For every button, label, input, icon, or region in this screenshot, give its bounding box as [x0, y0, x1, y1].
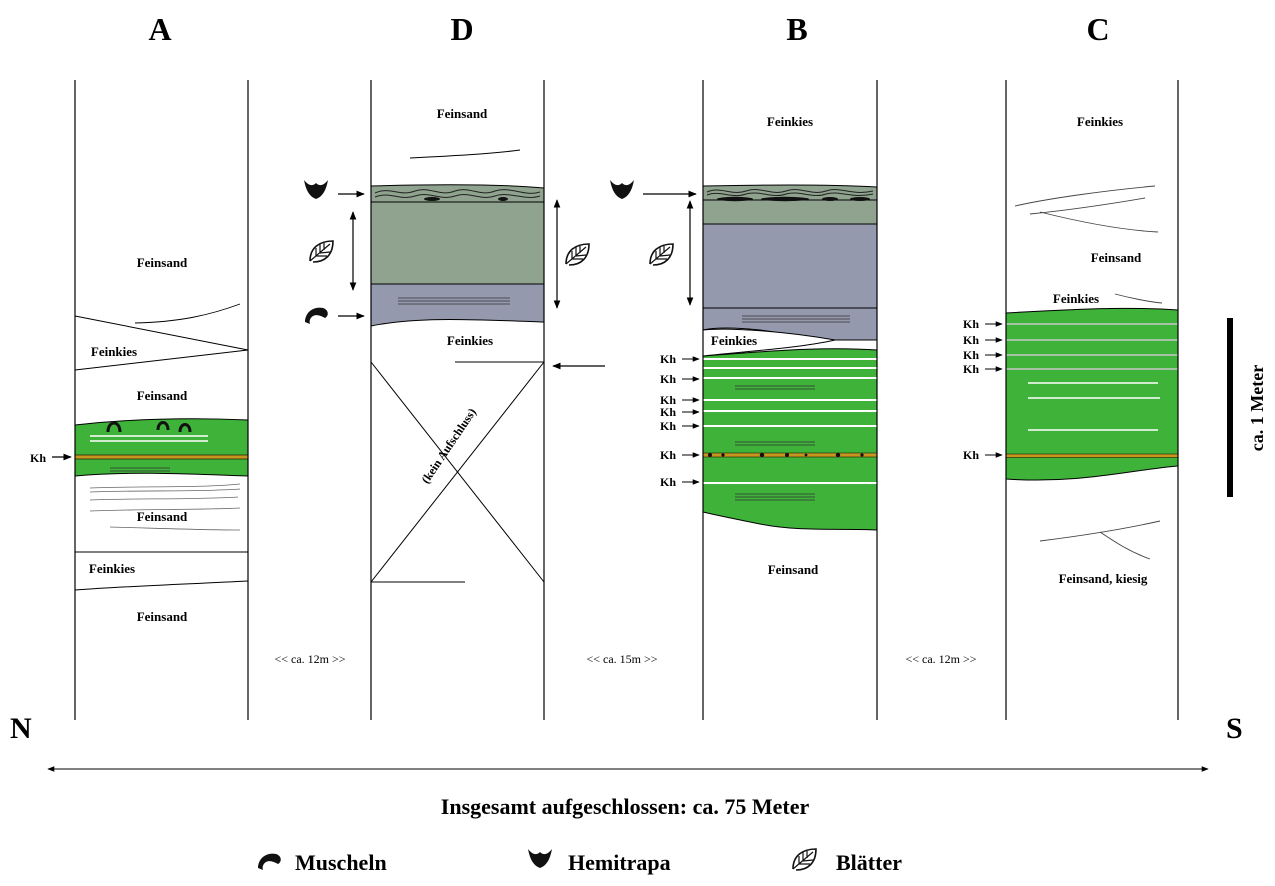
- column-b-kh-markers: Kh Kh Kh Kh Kh Kh Kh: [660, 352, 700, 489]
- svg-text:Kh: Kh: [963, 317, 979, 331]
- column-d-leaf-icon: [309, 240, 334, 263]
- column-d-gap-label: (kein Aufschluss): [418, 405, 479, 486]
- column-d-label-2: Feinkies: [447, 333, 493, 348]
- column-d-wavy-top: [370, 184, 545, 203]
- column-b-letter: B: [786, 11, 807, 47]
- column-a-lignite-band: [74, 454, 249, 460]
- column-c-lignite-band: [1005, 453, 1179, 458]
- column-a: Feinsand Feinkies Feinsand Feinsand Fein…: [30, 80, 249, 720]
- column-a-kh-label: Kh: [30, 451, 46, 465]
- column-c-letter: C: [1086, 11, 1109, 47]
- column-d-label-1: Feinsand: [437, 106, 488, 121]
- column-c-label-1: Feinkies: [1077, 114, 1123, 129]
- column-c-label-4: Feinsand, kiesig: [1059, 571, 1148, 586]
- column-b-feinkies-lens: [702, 328, 836, 357]
- svg-text:Kh: Kh: [660, 475, 676, 489]
- column-b-leaf-icon: [649, 243, 674, 266]
- scale-bar-label: ca. 1 Meter: [1247, 365, 1267, 451]
- distance-a-d: << ca. 12m >>: [274, 652, 345, 666]
- legend-hemitrapa-icon: [528, 849, 552, 868]
- column-a-label-3: Feinsand: [137, 388, 188, 403]
- column-b-label-2: Feinkies: [711, 333, 757, 348]
- column-b-label-1: Feinkies: [767, 114, 813, 129]
- distance-d-b: << ca. 15m >>: [586, 652, 657, 666]
- svg-text:Kh: Kh: [660, 405, 676, 419]
- column-c-kh-markers: Kh Kh Kh Kh Kh: [963, 317, 1003, 462]
- svg-text:Kh: Kh: [963, 448, 979, 462]
- legend-hemitrapa: Hemitrapa: [568, 850, 671, 875]
- column-d-grey-blue-layer: [370, 283, 545, 327]
- svg-text:Kh: Kh: [963, 348, 979, 362]
- column-a-label-1: Feinsand: [137, 255, 188, 270]
- column-b-grey-blue-layer: [702, 223, 878, 341]
- distance-b-c: << ca. 12m >>: [905, 652, 976, 666]
- column-a-green-layer: [74, 418, 249, 477]
- column-a-label-6: Feinsand: [137, 609, 188, 624]
- svg-text:Kh: Kh: [660, 419, 676, 433]
- column-c-label-2: Feinsand: [1091, 250, 1142, 265]
- column-a-label-2: Feinkies: [91, 344, 137, 359]
- column-d-hemitrapa-icon: [304, 180, 328, 199]
- svg-text:Kh: Kh: [660, 372, 676, 386]
- svg-text:Kh: Kh: [660, 352, 676, 366]
- south-label: S: [1226, 712, 1243, 745]
- column-b-green-layer: [702, 348, 878, 531]
- column-a-label-4: Feinsand: [137, 509, 188, 524]
- svg-text:Kh: Kh: [963, 333, 979, 347]
- column-d: Feinsand Feinkies (kein Aufschluss): [304, 80, 605, 720]
- column-c-label-3: Feinkies: [1053, 291, 1099, 306]
- legend-leaf-icon: [792, 848, 817, 871]
- legend-blaetter: Blätter: [836, 850, 902, 875]
- total-exposure-label: Insgesamt aufgeschlossen: ca. 75 Meter: [441, 794, 810, 819]
- column-a-letter: A: [148, 11, 171, 47]
- column-b-hemitrapa-icon: [610, 180, 634, 199]
- legend-muscheln: Muscheln: [295, 850, 387, 875]
- column-d-muschel-icon: [305, 307, 328, 324]
- svg-text:Kh: Kh: [660, 448, 676, 462]
- svg-text:Kh: Kh: [660, 393, 676, 407]
- column-b: Feinkies Feinkies Feinsand Kh Kh Kh Kh K…: [610, 80, 878, 720]
- column-d-grey-green-layer: [370, 201, 545, 285]
- legend: Muscheln Hemitrapa Blätter: [258, 848, 902, 875]
- svg-text:Kh: Kh: [963, 362, 979, 376]
- column-b-lignite-band: [702, 452, 878, 458]
- column-b-label-3: Feinsand: [768, 562, 819, 577]
- north-label: N: [10, 712, 32, 745]
- column-d-letter: D: [450, 11, 473, 47]
- column-a-label-5: Feinkies: [89, 561, 135, 576]
- legend-muschel-icon: [258, 853, 281, 870]
- column-b-grey-green-layer: [702, 199, 878, 225]
- column-d-leaf-icon-right: [565, 243, 590, 266]
- column-c: Feinkies Feinsand Feinkies Feinsand, kie…: [963, 80, 1179, 720]
